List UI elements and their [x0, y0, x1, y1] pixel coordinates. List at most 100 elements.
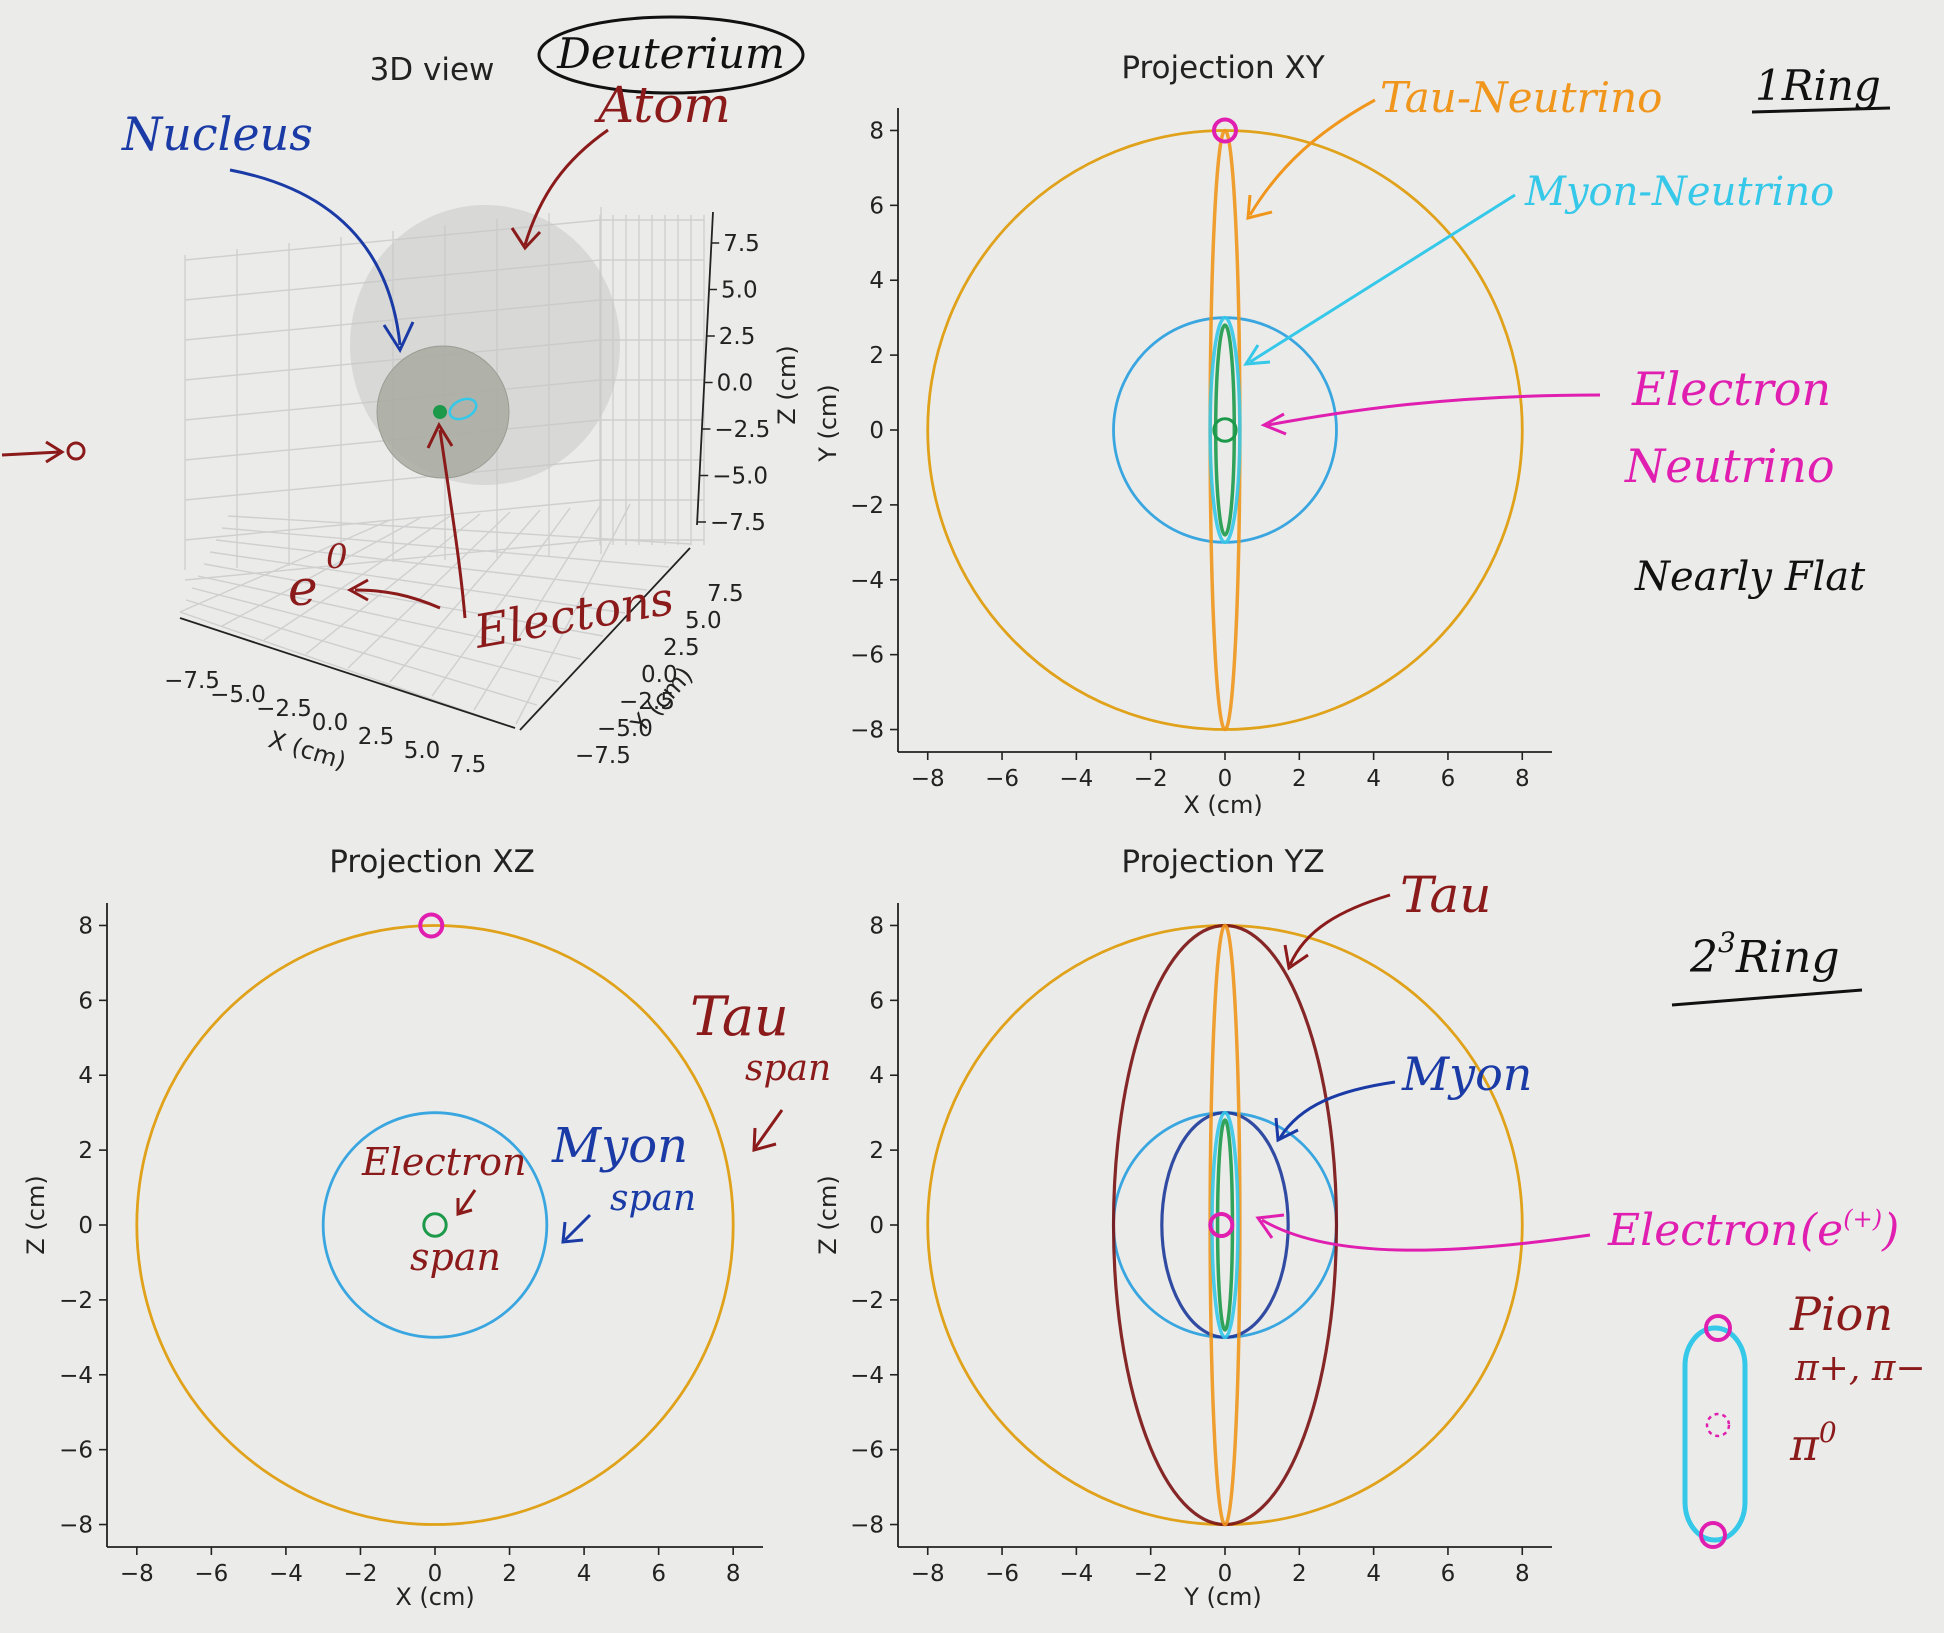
- x-tick-label-3d: −7.5: [164, 668, 220, 694]
- pion-bottom-marker: [1699, 1521, 1727, 1549]
- arrowhead-atom: [510, 227, 542, 251]
- grid-line-3d: [221, 527, 670, 568]
- arrowhead-electron: [1255, 1213, 1285, 1239]
- x-tick-label-xz: 2: [502, 1561, 517, 1587]
- y-tick-label-yz: 2: [869, 1138, 884, 1164]
- y-tick-label-xy: 4: [869, 268, 884, 294]
- tau_orbit-orbit-yz: [1111, 923, 1339, 1527]
- pion-top-marker: [1704, 1314, 1732, 1342]
- electron_neutrino-marker-yz: [1208, 1212, 1235, 1238]
- z-tick-label-3d: −5.0: [712, 464, 768, 490]
- arrowhead-tau-neutrino: [1246, 194, 1273, 220]
- annot-e0-sup: 0: [326, 537, 348, 577]
- arrow-electron: [1261, 1218, 1591, 1252]
- x-tick-label-3d: 2.5: [358, 724, 395, 750]
- grid-line-3d: [227, 515, 692, 545]
- y-tick-label-xy: −8: [850, 718, 884, 744]
- x-tick-label-xy: 0: [1218, 766, 1233, 792]
- annot-electron-span-1: Electron: [361, 1140, 526, 1184]
- arrow-electrons: [438, 429, 467, 619]
- electron_span-circle-xz: [422, 1212, 448, 1238]
- arrowhead-tau: [1283, 944, 1309, 971]
- x-tick-label-yz: −2: [1134, 1561, 1168, 1587]
- x-tick-label-xy: −4: [1059, 766, 1093, 792]
- arrow-electron-span: [458, 1189, 477, 1213]
- annot-e0: e: [288, 559, 318, 617]
- y-tick-label-xy: 8: [869, 118, 884, 144]
- y-tick-label-xy: −4: [850, 568, 884, 594]
- arrowhead-electron-neutrino: [1260, 412, 1287, 436]
- arrow-tau-span: [753, 1109, 784, 1149]
- x-tick-label-xz: −4: [269, 1561, 303, 1587]
- annot-myon-span-2: span: [610, 1178, 696, 1219]
- y-tick-label-xz: −2: [59, 1288, 93, 1314]
- y-tick-label-xz: 6: [78, 988, 93, 1014]
- nucleus-electron-dot: [433, 405, 447, 419]
- pion-capsule: [1682, 1325, 1748, 1543]
- grid-line-3d: [221, 517, 421, 627]
- y-tick-label-3d: 2.5: [663, 635, 700, 661]
- z-axis-label-3d: Z (cm): [773, 345, 801, 424]
- y-tick-label-yz: 8: [869, 913, 884, 939]
- y-tick-label-yz: 4: [869, 1063, 884, 1089]
- z-tick-label-3d: −2.5: [714, 417, 770, 443]
- y-tick-label-xy: 0: [869, 418, 884, 444]
- x-tick-label-3d: −2.5: [256, 696, 312, 722]
- z-tick-label-3d: 7.5: [723, 231, 760, 257]
- grid-line-3d: [209, 551, 626, 614]
- y-tick-label-xy: 2: [869, 343, 884, 369]
- x-tick-label-xz: −6: [194, 1561, 228, 1587]
- panel-projection-yz: Projection YZ Y (cm) Z (cm) −8 −6 −4 −2 0 2 4 6…: [814, 844, 1552, 1611]
- grid-line-3d: [184, 539, 601, 581]
- z-tick-label-3d: 2.5: [719, 324, 756, 350]
- x-tick-label-yz: −4: [1059, 1561, 1093, 1587]
- y-tick-label-3d: 5.0: [685, 608, 722, 634]
- grid-line-3d: [389, 509, 541, 683]
- y-axis-label-xy: Y (cm): [814, 384, 842, 463]
- arrowhead-electrons: [426, 421, 454, 449]
- annot-pion-charged: π+, π−: [1794, 1348, 1926, 1389]
- y-tick-label-3d: 0.0: [641, 662, 678, 688]
- panel-projection-xy: Projection XY X (cm) Y (cm) −8 −6 −4 −2 0 2 4 6…: [814, 50, 1552, 819]
- annot-deuterium: Deuterium: [556, 29, 785, 78]
- arrowhead-e0: [346, 578, 369, 602]
- y-axis-line-3d: [519, 547, 691, 731]
- annot-ring2: 23Ring: [1689, 926, 1840, 983]
- arrowhead-myon-span: [561, 1221, 584, 1244]
- x-tick-label-xy: −2: [1134, 766, 1168, 792]
- grid-line-3d: [191, 587, 560, 683]
- annot-tau-span-2: span: [745, 1048, 831, 1089]
- annot-pion-neutral: π0: [1789, 1416, 1837, 1471]
- annotations: Deuterium Atom Nucleus e 0 Electons Tau-…: [1, 15, 1926, 1549]
- arrow-myon-span: [563, 1213, 592, 1242]
- y-tick-label-yz: −8: [850, 1513, 884, 1539]
- y-tick-label-xz: −8: [59, 1513, 93, 1539]
- myon_span-circle-xz: [321, 1111, 549, 1339]
- tau_span-circle-xy: [926, 129, 1524, 731]
- tau_span-circle-xz: [135, 924, 735, 1526]
- arrowhead-electron-span: [456, 1198, 473, 1216]
- annot-electron-symbol: (e(+)): [1800, 1205, 1899, 1256]
- grid-line-3d: [184, 499, 601, 541]
- arrow-electron-neutrino: [1267, 393, 1601, 427]
- grid-line-3d: [179, 611, 516, 729]
- grid-line-3d: [515, 503, 631, 725]
- arrow-myon: [1278, 1080, 1396, 1139]
- y-tick-label-xz: −6: [59, 1438, 93, 1464]
- arrow-tau-neutrino: [1248, 98, 1376, 216]
- x-tick-label-yz: 8: [1515, 1561, 1530, 1587]
- x-tick-label-xz: 8: [726, 1561, 741, 1587]
- x-tick-label-xz: −2: [344, 1561, 378, 1587]
- x-tick-label-3d: −5.0: [210, 682, 266, 708]
- y-tick-label-3d: −7.5: [575, 743, 631, 769]
- arrow-myon-neutrino: [1249, 193, 1516, 364]
- x-tick-label-3d: 7.5: [450, 752, 487, 778]
- y-tick-label-xz: 2: [78, 1138, 93, 1164]
- arrowhead-nucleus: [382, 321, 415, 354]
- y-tick-label-xy: 6: [869, 193, 884, 219]
- grid-line-3d: [179, 519, 391, 613]
- y-tick-label-xz: 0: [78, 1213, 93, 1239]
- x-tick-label-xy: 8: [1515, 766, 1530, 792]
- annot-electrons: Electons: [470, 571, 678, 659]
- tau_neutrino-orbit-yz: [1208, 923, 1242, 1527]
